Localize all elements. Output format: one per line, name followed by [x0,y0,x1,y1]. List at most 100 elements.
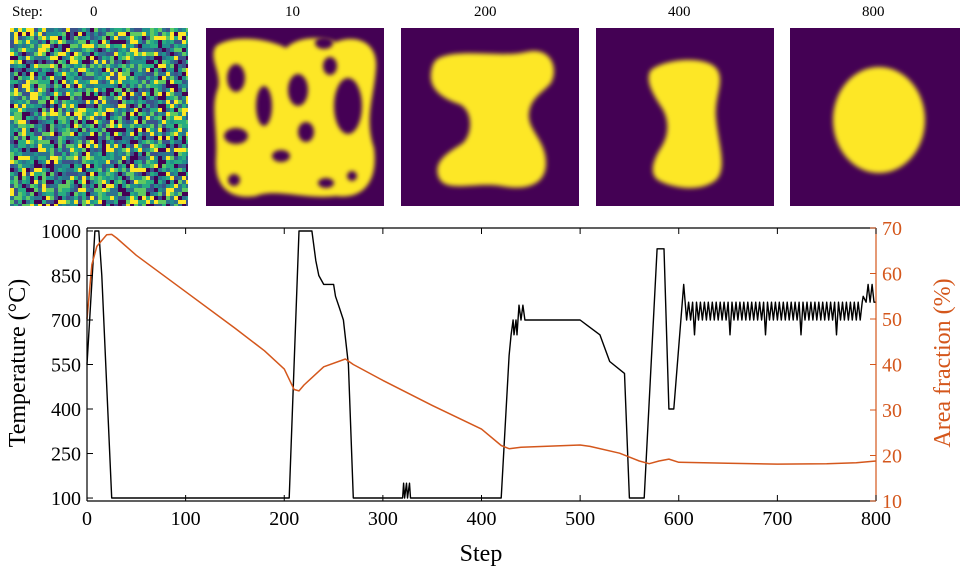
noise-cell [118,160,122,164]
noise-cell [130,148,134,152]
noise-cell [146,156,150,160]
noise-cell [82,92,86,96]
noise-cell [50,44,54,48]
noise-cell [66,40,70,44]
noise-cell [178,84,182,88]
noise-cell [134,128,138,132]
noise-cell [74,92,78,96]
noise-cell [46,196,50,200]
noise-cell [26,108,30,112]
noise-cell [142,124,146,128]
noise-cell [58,120,62,124]
noise-cell [22,156,26,160]
noise-cell [170,120,174,124]
noise-cell [54,108,58,112]
noise-cell [10,120,14,124]
noise-cell [58,28,62,32]
noise-cell [94,108,98,112]
noise-cell [42,96,46,100]
noise-cell [38,76,42,80]
noise-cell [158,156,162,160]
noise-cell [62,184,66,188]
noise-cell [10,172,14,176]
noise-cell [170,128,174,132]
noise-cell [94,128,98,132]
noise-cell [66,88,70,92]
noise-cell [138,68,142,72]
noise-cell [158,44,162,48]
noise-cell [150,152,154,156]
noise-cell [138,168,142,172]
noise-cell [106,168,110,172]
noise-cell [82,168,86,172]
noise-cell [174,192,178,196]
noise-cell [90,92,94,96]
noise-cell [114,164,118,168]
noise-cell [138,188,142,192]
noise-cell [18,196,22,200]
noise-cell [114,128,118,132]
noise-cell [70,48,74,52]
noise-cell [90,116,94,120]
noise-cell [102,96,106,100]
noise-cell [110,180,114,184]
noise-cell [146,160,150,164]
noise-cell [66,120,70,124]
noise-cell [78,200,82,204]
noise-cell [126,196,130,200]
x-tick-label: 700 [762,508,792,530]
noise-cell [30,188,34,192]
noise-cell [82,128,86,132]
noise-cell [166,40,170,44]
noise-cell [46,184,50,188]
noise-cell [14,60,18,64]
noise-cell [126,96,130,100]
noise-cell [114,88,118,92]
noise-cell [106,112,110,116]
noise-cell [82,40,86,44]
noise-cell [14,32,18,36]
noise-cell [118,60,122,64]
noise-cell [154,48,158,52]
noise-cell [146,136,150,140]
noise-cell [98,60,102,64]
noise-cell [62,40,66,44]
noise-cell [10,60,14,64]
noise-cell [62,136,66,140]
noise-cell [150,28,154,32]
noise-cell [66,104,70,108]
noise-cell [146,192,150,196]
noise-cell [74,148,78,152]
noise-cell [78,36,82,40]
noise-cell [122,108,126,112]
noise-cell [38,44,42,48]
noise-cell [82,164,86,168]
noise-cell [138,72,142,76]
noise-cell [150,48,154,52]
noise-cell [114,172,118,176]
noise-cell [182,120,186,124]
noise-cell [114,28,118,32]
noise-cell [10,144,14,148]
noise-cell [54,176,58,180]
noise-cell [66,48,70,52]
noise-cell [82,64,86,68]
noise-cell [82,28,86,32]
noise-cell [42,36,46,40]
noise-cell [54,72,58,76]
noise-cell [66,176,70,180]
noise-cell [54,132,58,136]
noise-cell [178,184,182,188]
noise-cell [42,200,46,204]
noise-cell [62,124,66,128]
noise-cell [58,48,62,52]
noise-cell [70,180,74,184]
noise-cell [134,44,138,48]
noise-cell [46,56,50,60]
noise-cell [62,120,66,124]
noise-cell [54,184,58,188]
noise-cell [170,176,174,180]
noise-cell [86,168,90,172]
noise-cell [90,168,94,172]
noise-cell [166,104,170,108]
